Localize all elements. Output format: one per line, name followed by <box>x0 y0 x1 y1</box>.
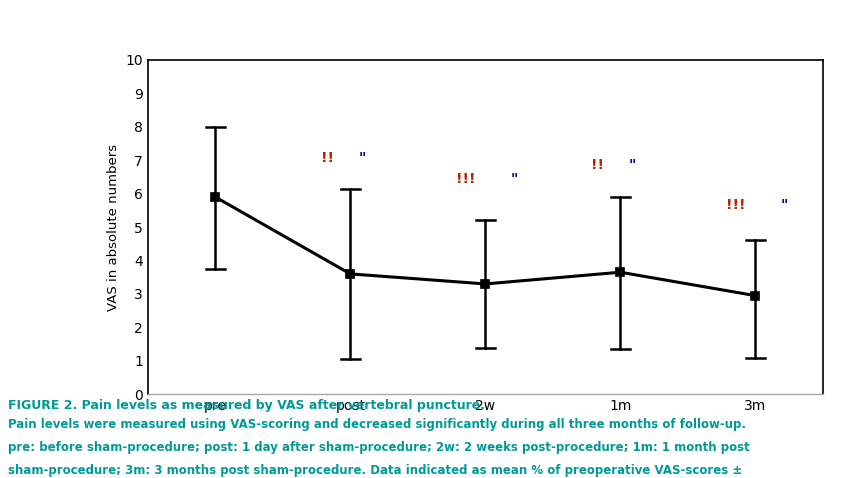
Text: !!!: !!! <box>726 198 750 212</box>
Text: !!!: !!! <box>456 172 480 185</box>
Y-axis label: VAS in absolute numbers: VAS in absolute numbers <box>106 143 120 311</box>
Text: !!: !! <box>591 158 609 172</box>
Text: !!: !! <box>321 152 338 165</box>
Text: ": " <box>359 152 365 165</box>
Text: sham-procedure; 3m: 3 months post sham-procedure. Data indicated as mean % of pr: sham-procedure; 3m: 3 months post sham-p… <box>8 464 743 477</box>
Text: FIGURE 2. Pain levels as measured by VAS after vertebral puncture.: FIGURE 2. Pain levels as measured by VAS… <box>8 399 485 412</box>
Text: pre: before sham-procedure; post: 1 day after sham-procedure; 2w: 2 weeks post-p: pre: before sham-procedure; post: 1 day … <box>8 441 750 454</box>
Text: ": " <box>781 198 788 212</box>
Text: ": " <box>629 158 636 172</box>
Text: Pain levels were measured using VAS-scoring and decreased significantly during a: Pain levels were measured using VAS-scor… <box>8 418 746 431</box>
Text: ": " <box>511 172 518 185</box>
